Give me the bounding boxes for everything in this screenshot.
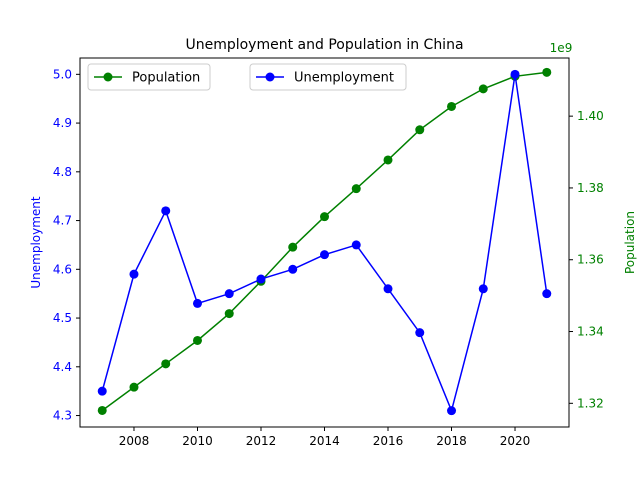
population-point [351,184,361,194]
x-tick-label: 2010 [182,434,213,448]
left-tick-label: 4.3 [53,409,72,423]
left-axis-label: Unemployment [29,196,43,289]
x-tick-label: 2012 [246,434,277,448]
left-tick-label: 5.0 [53,67,72,81]
left-tick-label: 4.5 [53,311,72,325]
x-tick-label: 2014 [309,434,340,448]
right-tick-label: 1.36 [577,253,604,267]
population-point [97,405,107,415]
unemployment-point [192,298,202,308]
unemployment-point [447,406,457,416]
left-tick-label: 4.8 [53,165,72,179]
right-axis-offset-text: 1e9 [550,41,573,55]
right-tick-label: 1.32 [577,396,604,410]
population-point [447,101,457,111]
population-line [101,71,547,412]
population-point [161,359,171,369]
x-tick-label: 2008 [119,434,150,448]
unemployment-point [161,206,171,216]
legend-population-swatch-marker [103,72,113,82]
unemployment-point [542,289,552,299]
population-point [542,67,552,77]
population-point [320,212,329,222]
right-tick-label: 1.38 [577,181,604,195]
x-tick-label: 2016 [373,434,404,448]
population-point [288,242,298,252]
legend-unemployment-label: Unemployment [294,71,394,86]
plot-frame [79,57,570,428]
population-point [383,155,393,165]
population-point [415,125,425,135]
chart-title: Unemployment and Population in China [185,37,463,53]
unemployment-point [320,250,329,260]
unemployment-point [383,284,393,294]
unemployment-line [101,74,548,414]
unemployment-point [351,240,361,250]
unemployment-point [510,69,520,79]
legend-population-label: Population [132,71,200,86]
left-tick-label: 4.9 [53,116,72,130]
left-tick-label: 4.6 [53,262,72,276]
x-tick-label: 2020 [500,434,531,448]
legend-unemployment-swatch-marker [265,72,275,82]
unemployment-point [415,328,425,338]
unemployment-point [97,386,107,396]
population-point [192,335,202,345]
unemployment-point [224,289,234,299]
unemployment-point [256,274,266,284]
x-tick-label: 2018 [436,434,467,448]
right-tick-label: 1.34 [577,325,604,339]
unemployment-point [288,264,298,274]
right-tick-label: 1.40 [577,109,604,123]
legend-box [87,63,211,91]
unemployment-point [129,269,139,279]
left-tick-label: 4.4 [53,360,72,374]
right-axis-label: Population [623,211,637,274]
left-tick-label: 4.7 [53,214,72,228]
unemployment-point [478,284,488,294]
population-point [478,84,488,94]
population-point [129,382,139,392]
legend-box [249,63,407,91]
population-point [224,309,234,319]
